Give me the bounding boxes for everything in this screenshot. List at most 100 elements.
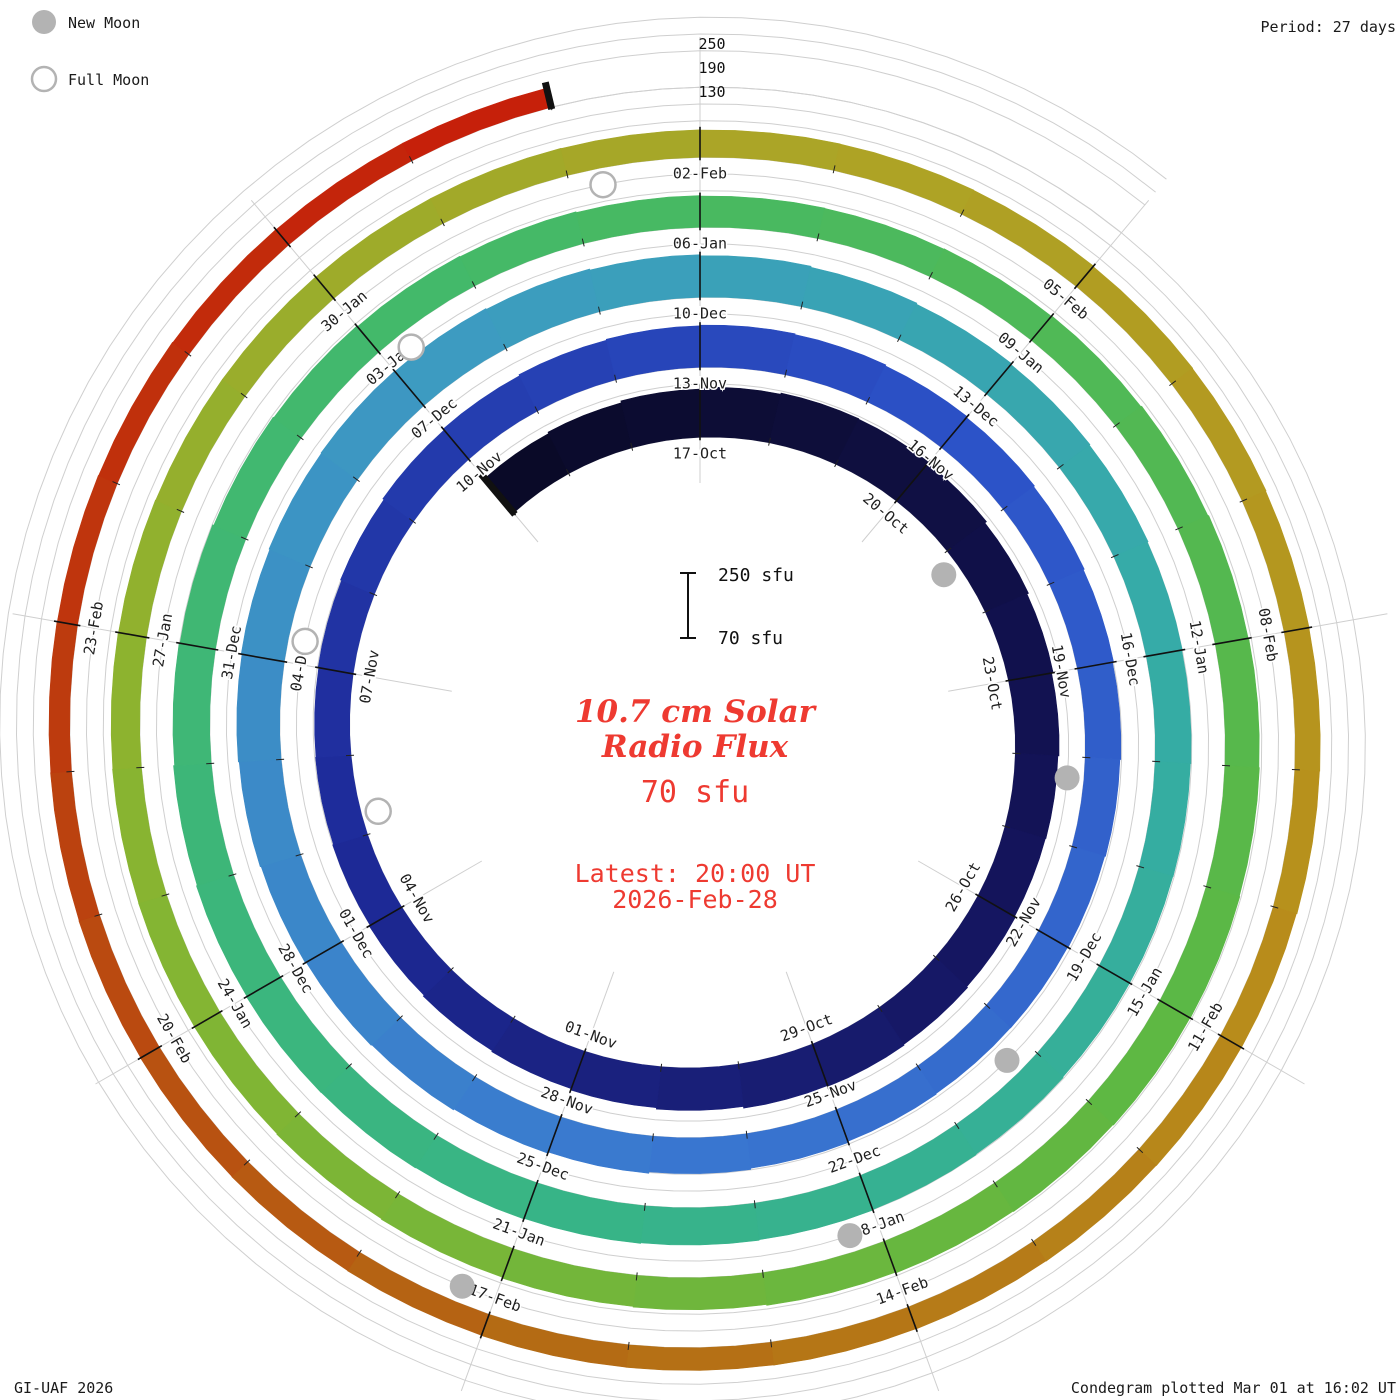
day-tick: [503, 343, 508, 352]
date-label: 12-Jan: [1186, 619, 1213, 675]
day-tick: [1270, 905, 1279, 909]
interval-tick: [1028, 312, 1055, 343]
day-tick: [1203, 885, 1212, 889]
interval-tick: [882, 1238, 898, 1277]
date-label: 07-Nov: [356, 648, 383, 704]
flux-bar: [1071, 757, 1121, 857]
interval-tick: [238, 652, 288, 663]
scale-bottom-label: 70 sfu: [718, 628, 783, 649]
day-tick: [770, 1339, 773, 1348]
day-tick: [240, 536, 249, 541]
day-tick: [243, 1159, 251, 1166]
new-moon-icon: [32, 10, 56, 34]
day-tick: [1175, 526, 1183, 531]
flux-bar: [770, 1306, 917, 1366]
interval-tick: [354, 323, 382, 355]
full-moon-marker: [291, 627, 319, 656]
flux-bar: [305, 941, 401, 1046]
flux-bar: [640, 1202, 760, 1246]
flux-bar: [1004, 753, 1059, 839]
flux-bar: [833, 143, 975, 215]
date-label: 23-Oct: [979, 655, 1006, 711]
day-tick: [768, 437, 771, 446]
date-label: 06-Jan: [673, 235, 727, 253]
flux-bar: [485, 268, 600, 349]
radial-label-190: 190: [698, 59, 725, 77]
day-tick: [944, 547, 952, 554]
date-label: 17-Oct: [673, 445, 727, 463]
interval-tick: [1074, 660, 1117, 670]
interval-tick: [392, 368, 427, 409]
day-tick: [206, 762, 215, 765]
plotted-timestamp-label: Condegram plotted Mar 01 at 16:02 UT: [1071, 1379, 1396, 1397]
interval-tick: [1217, 1033, 1245, 1050]
chart-title-line1: 10.7 cm Solar: [575, 694, 818, 730]
day-tick: [471, 281, 477, 289]
flux-bar: [898, 303, 1013, 395]
day-tick: [66, 770, 75, 773]
day-tick: [294, 1111, 302, 1118]
day-tick: [240, 392, 248, 399]
interval-tick: [366, 905, 405, 929]
interval-tick: [546, 1114, 563, 1157]
day-tick: [1112, 422, 1120, 428]
day-tick: [356, 1249, 362, 1257]
interval-tick: [500, 1245, 515, 1282]
series-start-cap: [478, 471, 518, 517]
day-tick: [834, 459, 839, 468]
day-tick: [635, 1272, 638, 1281]
day-tick: [345, 1063, 353, 1070]
day-tick: [598, 306, 601, 315]
new-moon-marker: [449, 1273, 475, 1299]
flux-bar: [172, 642, 216, 766]
day-tick: [762, 1269, 764, 1278]
flux-bar: [48, 621, 78, 774]
day-tick: [982, 609, 991, 614]
day-tick: [1085, 1098, 1093, 1106]
flux-bar: [110, 632, 147, 770]
interval-tick: [479, 1311, 491, 1339]
date-label: 23-Feb: [80, 600, 107, 656]
radial-label-130: 130: [698, 83, 725, 101]
date-label: 16-Dec: [1117, 631, 1144, 687]
day-tick: [362, 833, 371, 837]
day-tick: [447, 967, 454, 974]
full-moon-marker: [397, 333, 425, 361]
flux-bar: [1098, 866, 1174, 984]
flux-bar: [314, 667, 354, 758]
day-tick: [408, 156, 414, 164]
scale-top-label: 250 sfu: [718, 565, 794, 586]
day-tick: [94, 913, 103, 917]
day-tick: [352, 476, 360, 483]
flux-bar: [430, 147, 568, 224]
new-moon-marker: [837, 1223, 863, 1249]
day-tick: [660, 1063, 663, 1072]
day-tick: [1046, 581, 1055, 586]
interval-tick: [1035, 928, 1072, 950]
day-tick: [534, 406, 540, 414]
day-tick: [745, 1130, 748, 1139]
full-moon-marker: [589, 170, 617, 199]
interval-tick: [191, 1010, 223, 1030]
flux-bar: [371, 1017, 476, 1111]
flux-bar: [1077, 661, 1122, 760]
day-tick: [865, 396, 871, 405]
day-tick: [643, 1202, 646, 1211]
flux-bar: [1036, 965, 1131, 1078]
day-tick: [581, 238, 585, 247]
interval-tick: [1156, 998, 1194, 1021]
day-tick: [176, 508, 185, 513]
day-tick: [932, 954, 940, 961]
interval-tick: [1281, 626, 1313, 634]
day-tick: [276, 758, 285, 761]
day-tick: [959, 209, 965, 217]
credit-label: GI-UAF 2026: [14, 1379, 113, 1397]
day-tick: [296, 434, 304, 441]
flux-bar: [112, 767, 167, 904]
flux-bar: [481, 1314, 630, 1368]
flux-bar: [632, 1272, 767, 1311]
date-label: 10-Dec: [673, 305, 727, 323]
flux-bar: [625, 1341, 774, 1371]
flux-bar: [589, 254, 701, 312]
interval-tick: [834, 1106, 851, 1146]
